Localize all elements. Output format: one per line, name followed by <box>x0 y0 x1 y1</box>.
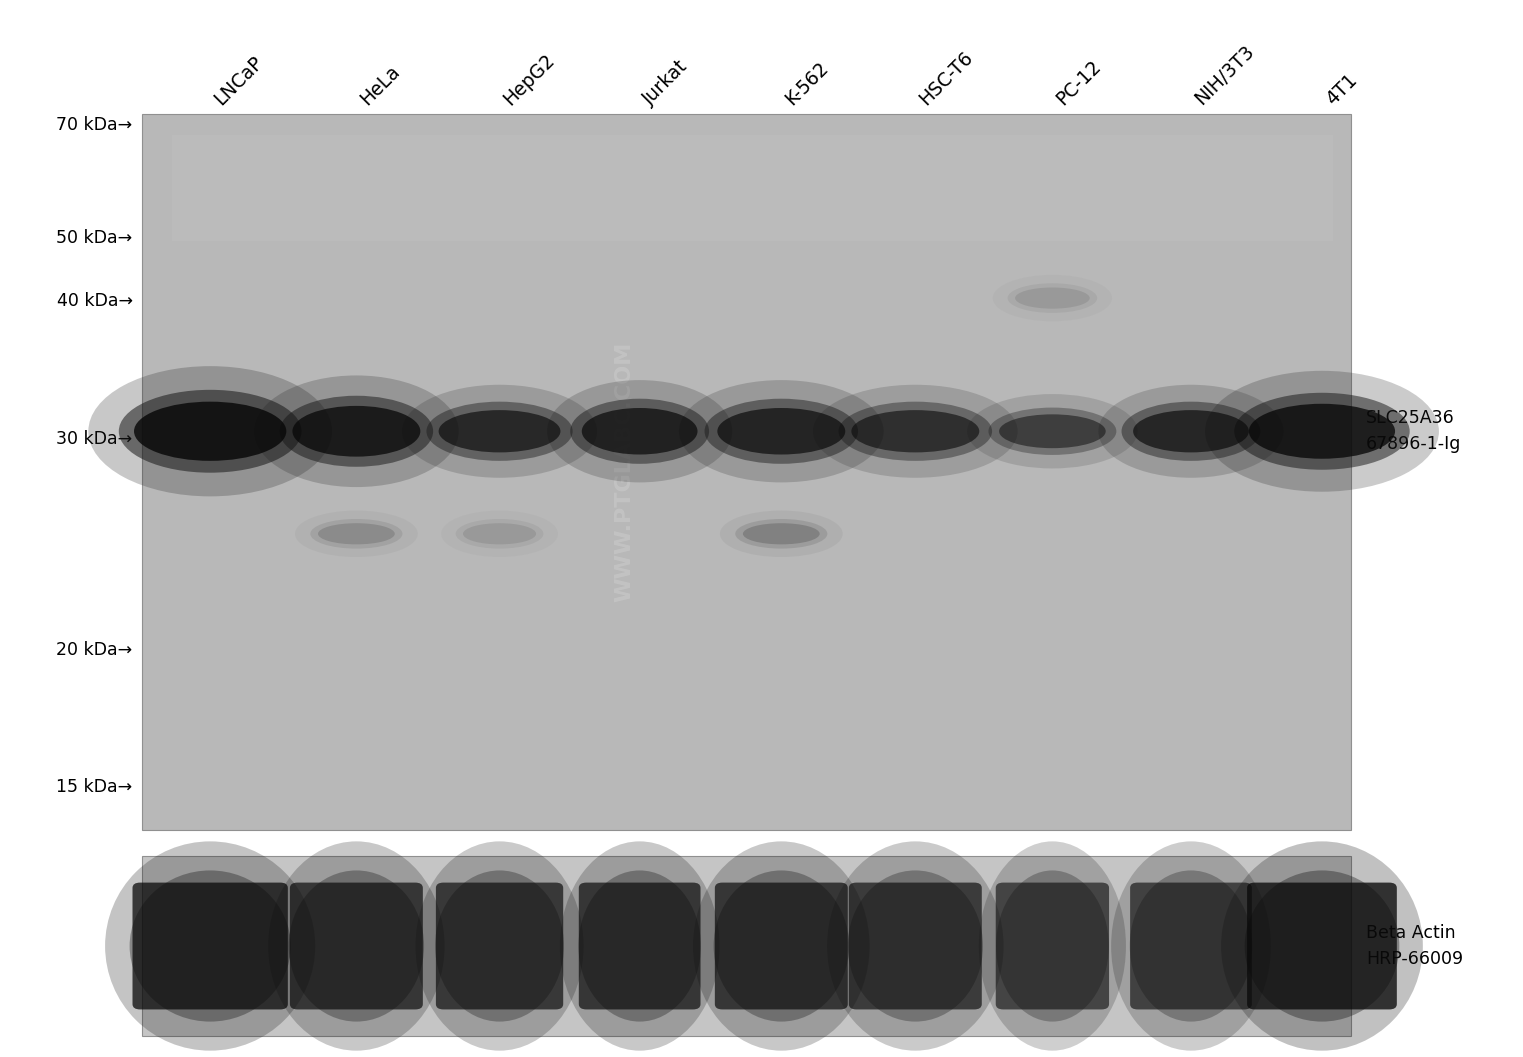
Ellipse shape <box>1244 871 1400 1021</box>
Ellipse shape <box>1221 841 1422 1051</box>
Text: 70 kDa→: 70 kDa→ <box>56 115 133 134</box>
Ellipse shape <box>134 402 286 461</box>
Text: Jurkat: Jurkat <box>640 57 691 109</box>
Ellipse shape <box>967 394 1138 468</box>
Ellipse shape <box>318 523 394 544</box>
Ellipse shape <box>714 871 848 1021</box>
Ellipse shape <box>1121 402 1261 461</box>
FancyBboxPatch shape <box>1130 883 1252 1009</box>
Ellipse shape <box>582 408 698 455</box>
Text: 30 kDa→: 30 kDa→ <box>56 429 133 448</box>
Ellipse shape <box>827 841 1004 1051</box>
Ellipse shape <box>1133 410 1249 452</box>
Ellipse shape <box>813 385 1017 478</box>
FancyBboxPatch shape <box>289 883 423 1009</box>
FancyBboxPatch shape <box>579 883 701 1009</box>
FancyBboxPatch shape <box>436 883 564 1009</box>
FancyBboxPatch shape <box>996 883 1109 1009</box>
Text: 50 kDa→: 50 kDa→ <box>56 228 133 247</box>
Ellipse shape <box>1249 404 1395 459</box>
Ellipse shape <box>416 841 583 1051</box>
FancyBboxPatch shape <box>142 856 1351 1036</box>
Ellipse shape <box>839 402 991 461</box>
Ellipse shape <box>851 410 979 452</box>
FancyBboxPatch shape <box>172 135 1333 241</box>
Ellipse shape <box>1014 288 1089 309</box>
Text: HSC-T6: HSC-T6 <box>915 48 976 109</box>
Ellipse shape <box>119 390 302 472</box>
Text: HeLa: HeLa <box>356 61 404 109</box>
Ellipse shape <box>289 871 423 1021</box>
Ellipse shape <box>717 408 845 455</box>
Ellipse shape <box>105 841 315 1051</box>
Ellipse shape <box>311 519 402 549</box>
Ellipse shape <box>1098 385 1284 478</box>
Ellipse shape <box>705 398 857 464</box>
Text: Beta Actin
HRP-66009: Beta Actin HRP-66009 <box>1366 924 1464 968</box>
Ellipse shape <box>736 519 827 549</box>
Ellipse shape <box>280 395 433 467</box>
Ellipse shape <box>463 523 536 544</box>
Ellipse shape <box>1112 841 1270 1051</box>
Ellipse shape <box>439 410 560 452</box>
Ellipse shape <box>426 402 573 461</box>
Ellipse shape <box>988 408 1116 455</box>
Ellipse shape <box>455 519 544 549</box>
Text: 40 kDa→: 40 kDa→ <box>56 292 133 311</box>
Ellipse shape <box>1008 283 1097 313</box>
Ellipse shape <box>996 871 1109 1021</box>
Ellipse shape <box>979 841 1125 1051</box>
Ellipse shape <box>570 398 710 464</box>
Ellipse shape <box>848 871 982 1021</box>
Text: 20 kDa→: 20 kDa→ <box>56 641 133 660</box>
Text: PC-12: PC-12 <box>1052 57 1104 109</box>
Ellipse shape <box>1205 371 1439 492</box>
Ellipse shape <box>560 841 719 1051</box>
Text: NIH/3T3: NIH/3T3 <box>1191 42 1258 109</box>
Text: 4T1: 4T1 <box>1322 71 1360 109</box>
FancyBboxPatch shape <box>848 883 982 1009</box>
Ellipse shape <box>579 871 701 1021</box>
Ellipse shape <box>402 385 597 478</box>
Ellipse shape <box>254 375 458 487</box>
Ellipse shape <box>693 841 870 1051</box>
FancyBboxPatch shape <box>714 883 848 1009</box>
Ellipse shape <box>88 366 332 497</box>
Ellipse shape <box>268 841 445 1051</box>
Ellipse shape <box>1130 871 1252 1021</box>
FancyBboxPatch shape <box>1247 883 1397 1009</box>
Ellipse shape <box>1234 393 1410 469</box>
FancyBboxPatch shape <box>133 883 288 1009</box>
Ellipse shape <box>743 523 819 544</box>
Ellipse shape <box>547 381 733 482</box>
Ellipse shape <box>999 414 1106 448</box>
Text: LNCaP: LNCaP <box>210 53 267 109</box>
Text: SLC25A36
67896-1-Ig: SLC25A36 67896-1-Ig <box>1366 409 1462 453</box>
Ellipse shape <box>436 871 564 1021</box>
Text: WWW.PTGLABC.COM: WWW.PTGLABC.COM <box>614 341 635 602</box>
Ellipse shape <box>292 406 420 457</box>
Text: HepG2: HepG2 <box>500 51 557 109</box>
Ellipse shape <box>679 381 883 482</box>
Text: K-562: K-562 <box>781 58 832 109</box>
Text: 15 kDa→: 15 kDa→ <box>56 778 133 797</box>
FancyBboxPatch shape <box>142 114 1351 830</box>
Ellipse shape <box>129 871 291 1021</box>
Ellipse shape <box>720 511 842 557</box>
